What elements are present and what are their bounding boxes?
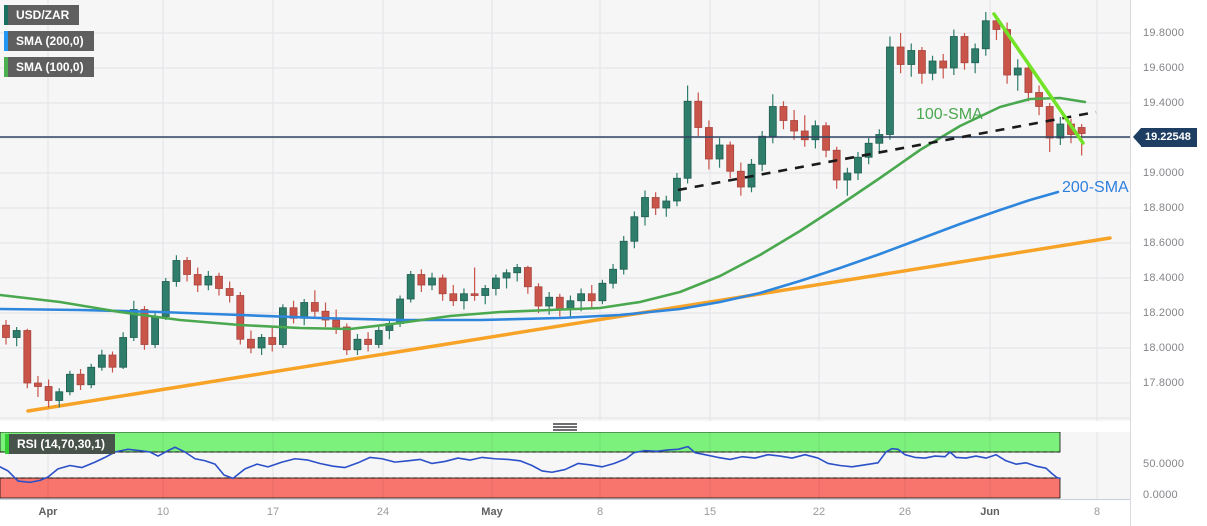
time-axis-tick: 8 <box>596 506 604 518</box>
current-price-badge: 19.22548 <box>1133 128 1197 147</box>
price-axis-tick: 19.6000 <box>1143 62 1185 74</box>
price-axis-tick: 19.4000 <box>1143 97 1185 109</box>
rsi-indicator-canvas[interactable] <box>0 432 1130 499</box>
legend-item-label: SMA (100,0) <box>16 60 84 74</box>
time-axis-tick: 8 <box>1093 506 1101 518</box>
rsi-accent-bar <box>5 434 9 454</box>
time-axis-tick: 17 <box>266 506 280 518</box>
price-axis-tick: 0.0000 <box>1143 489 1178 501</box>
time-axis-tick: May <box>481 506 503 518</box>
price-axis-tick: 18.4000 <box>1143 272 1185 284</box>
legend-accent-bar <box>4 5 8 25</box>
price-axis-tick: 18.8000 <box>1143 202 1185 214</box>
price-axis-tick: 19.0000 <box>1143 167 1185 179</box>
time-axis-tick: 26 <box>898 506 912 518</box>
main-price-chart-canvas[interactable] <box>0 0 1130 421</box>
price-axis-tick: 18.0000 <box>1143 342 1185 354</box>
legend-accent-bar <box>4 31 8 51</box>
price-axis[interactable]: 19.22548 19.8000 19.6000 19.4000 19.0000 18.… <box>1130 0 1207 526</box>
main-chart-background <box>0 421 1130 422</box>
time-axis[interactable]: Apr 10 17 24 May 8 15 22 26 Jun 8 <box>0 500 1130 526</box>
time-axis-tick: Apr <box>38 506 58 518</box>
price-axis-tick: 19.8000 <box>1143 27 1185 39</box>
time-axis-tick: Jun <box>980 506 1000 518</box>
time-axis-tick: 24 <box>376 506 390 518</box>
panel-resize-handle-icon[interactable] <box>553 423 577 431</box>
price-axis-tick: 50.0000 <box>1143 458 1185 470</box>
price-axis-tick: 17.8000 <box>1143 377 1185 389</box>
rsi-legend-label: RSI (14,70,30,1) <box>17 437 106 451</box>
indicator-legend: USD/ZAR SMA (200,0) SMA (100,0) <box>4 5 94 83</box>
sma200-annotation-label: 200-SMA <box>1062 179 1129 196</box>
legend-item-sma-100-0[interactable]: SMA (100,0) <box>4 57 94 77</box>
time-axis-tick: 15 <box>703 506 717 518</box>
legend-accent-bar <box>4 57 8 77</box>
rsi-legend-chip[interactable]: RSI (14,70,30,1) <box>5 434 116 454</box>
legend-item-label: SMA (200,0) <box>16 34 84 48</box>
legend-item-label: USD/ZAR <box>16 8 70 22</box>
time-axis-tick: 22 <box>812 506 826 518</box>
legend-item-sma-200-0[interactable]: SMA (200,0) <box>4 31 94 51</box>
price-axis-tick: 18.2000 <box>1143 307 1185 319</box>
price-axis-tick: 18.6000 <box>1143 237 1185 249</box>
legend-item-usd-zar[interactable]: USD/ZAR <box>4 5 80 25</box>
panel-separator <box>0 421 1130 432</box>
time-axis-tick: 10 <box>156 506 170 518</box>
sma100-annotation-label: 100-SMA <box>916 106 983 123</box>
